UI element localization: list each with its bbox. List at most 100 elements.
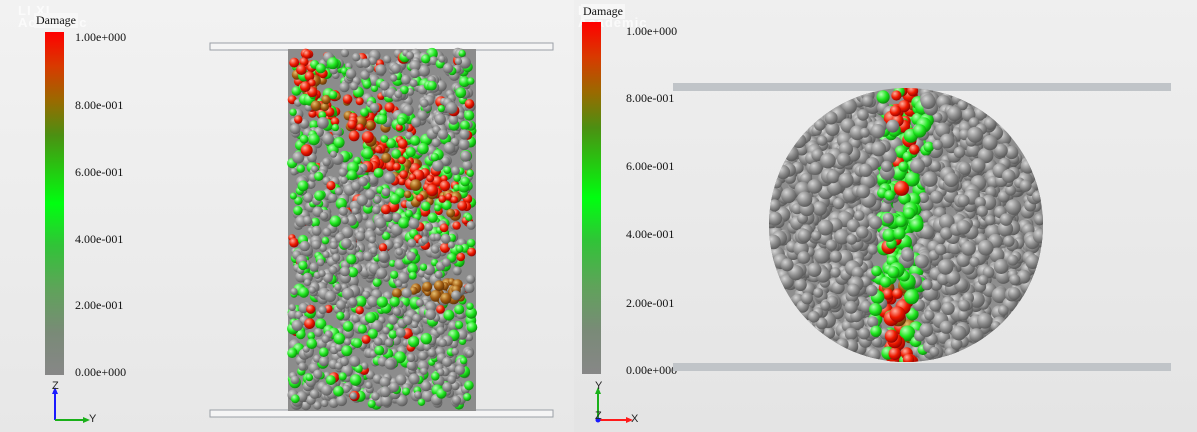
particle (311, 165, 319, 173)
particle (851, 266, 864, 279)
particle (297, 180, 309, 192)
particle (299, 240, 310, 252)
particle (352, 338, 363, 349)
particle (871, 141, 887, 157)
particle (406, 353, 416, 363)
particle (958, 162, 972, 175)
particle (361, 58, 371, 68)
particle (920, 94, 936, 110)
particle (943, 172, 959, 187)
particle (457, 200, 468, 211)
particle (298, 287, 310, 298)
particle (330, 117, 340, 126)
particle (362, 79, 372, 89)
particle (368, 56, 377, 66)
particle (978, 274, 989, 286)
particle (402, 387, 410, 396)
particle (439, 242, 451, 253)
particle (466, 349, 474, 357)
particle (437, 129, 449, 140)
particle (431, 245, 440, 254)
particle (328, 193, 338, 203)
particle (290, 168, 298, 176)
particle (294, 196, 303, 205)
particle (460, 150, 472, 162)
particle (898, 100, 911, 113)
particle (395, 374, 407, 386)
particle (334, 283, 342, 291)
particle (304, 318, 315, 329)
particle (460, 120, 470, 131)
particle (813, 287, 824, 298)
particle (316, 258, 325, 267)
particle (333, 386, 344, 397)
particle (438, 195, 447, 203)
particle (894, 180, 909, 196)
particle (309, 120, 319, 130)
particle (464, 110, 475, 121)
particle (331, 123, 340, 132)
particle (991, 287, 1008, 304)
particle (379, 376, 391, 388)
particle (407, 238, 417, 248)
particle (982, 135, 998, 151)
particle (1004, 145, 1019, 160)
particle (807, 262, 822, 277)
particle (946, 106, 962, 122)
particle (957, 309, 969, 321)
particle (436, 305, 445, 314)
particle (341, 287, 354, 300)
legend-tick-label: 0.00e+000 (626, 363, 678, 377)
particle (323, 272, 333, 283)
particle (791, 203, 803, 215)
particle (958, 299, 970, 312)
particle (807, 179, 822, 194)
particle (405, 146, 416, 158)
bottom-platen (209, 409, 554, 418)
bottom-platen (673, 363, 1171, 371)
particle (829, 250, 842, 263)
particle (466, 169, 475, 177)
particle (411, 321, 419, 329)
particle (300, 144, 313, 157)
legend-tick-label: 2.00e-001 (75, 298, 124, 312)
particle (314, 171, 324, 181)
particle (881, 160, 893, 173)
particle (921, 279, 933, 291)
particle (308, 286, 316, 294)
particle (442, 62, 454, 74)
right-viewport[interactable]: LI XIAcademic Damage 1.00e+000 8.00e-001… (574, 0, 1197, 432)
particle (447, 241, 455, 249)
particle (902, 151, 913, 162)
particle (408, 271, 417, 280)
particle (443, 166, 452, 175)
particle (402, 104, 414, 117)
particle (812, 201, 827, 216)
particle (365, 120, 375, 130)
particle (781, 187, 797, 204)
particle (808, 311, 820, 323)
legend-title: Damage (581, 4, 625, 19)
particle (321, 94, 331, 105)
particle (389, 382, 400, 393)
particle (354, 364, 363, 373)
particle (313, 369, 323, 379)
particle (401, 287, 412, 299)
legend-tick-label: 0.00e+000 (75, 365, 127, 379)
particle (293, 205, 303, 216)
particle (289, 237, 299, 248)
axis-label-x: X (631, 413, 639, 425)
particle (433, 280, 445, 292)
particle (375, 64, 387, 76)
particle (775, 165, 791, 180)
particle (372, 278, 382, 287)
left-viewport[interactable]: LI XIAcademic Damage 1.00e+000 8.00e-001… (0, 0, 588, 432)
particle (466, 322, 478, 333)
particle (395, 124, 403, 132)
particle (427, 348, 437, 358)
particle (884, 190, 895, 201)
particle (847, 283, 860, 297)
particle (887, 266, 900, 279)
particle (416, 299, 424, 307)
particle (338, 372, 347, 381)
